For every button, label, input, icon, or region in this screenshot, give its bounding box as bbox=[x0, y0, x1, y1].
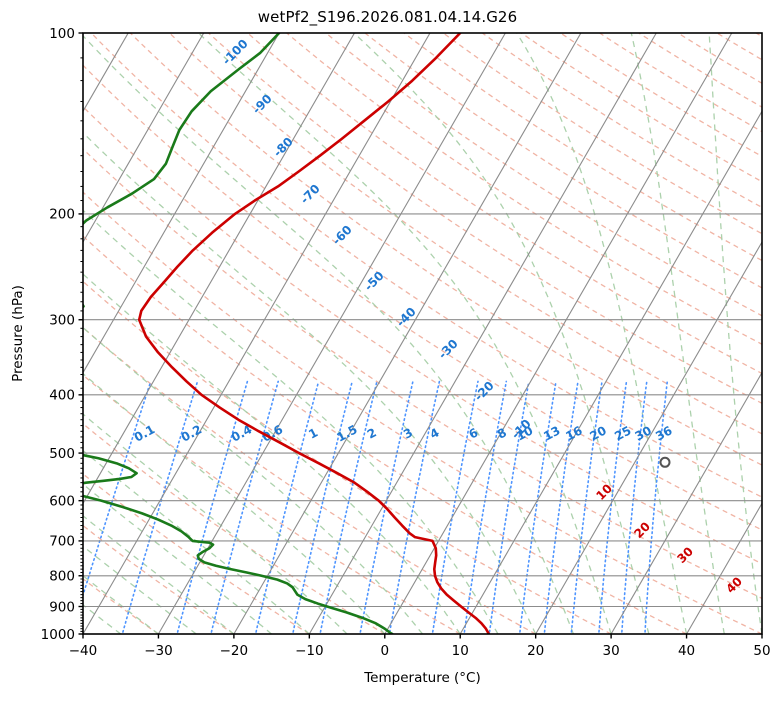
isotherm-lines bbox=[83, 33, 762, 634]
mixing-ratio-label: 1.5 bbox=[334, 422, 359, 444]
mixing-ratio-label: 36 bbox=[653, 423, 674, 443]
x-tick-label: −20 bbox=[220, 643, 249, 659]
pressure-gridlines bbox=[83, 33, 762, 634]
isotherm-label: -50 bbox=[362, 269, 387, 294]
x-tick-label: 10 bbox=[452, 643, 469, 659]
sounding-profiles bbox=[83, 33, 671, 634]
y-tick-label: 300 bbox=[49, 313, 75, 329]
x-tick-label: 50 bbox=[753, 643, 770, 659]
x-tick-label: 30 bbox=[603, 643, 620, 659]
x-axis-label: Temperature (°C) bbox=[363, 670, 481, 686]
parcel-level-marker[interactable] bbox=[659, 456, 671, 468]
axis-ticks: −40 −30 −20 −10 0 10 20 30 40 50 100 200 300 400 500 60… bbox=[41, 26, 771, 659]
x-tick-label: −40 bbox=[69, 643, 98, 659]
mixing-ratio-label: 25 bbox=[612, 423, 633, 443]
x-tick-label: 40 bbox=[678, 643, 695, 659]
axis-frame: Temperature (°C) Pressure (hPa) bbox=[10, 32, 763, 686]
y-tick-label: 400 bbox=[49, 388, 75, 404]
isotherm-label: -90 bbox=[250, 92, 275, 117]
y-tick-label: 100 bbox=[49, 26, 75, 42]
mixing-ratio-label: 1 bbox=[306, 425, 320, 441]
mixing-ratio-label: 2 bbox=[365, 425, 379, 441]
mixing-ratio-label: 3 bbox=[401, 425, 415, 441]
mixing-ratio-label: 10 bbox=[514, 423, 535, 443]
profile-dewpoint bbox=[83, 33, 394, 634]
mixing-ratio-label: 0.2 bbox=[179, 422, 204, 444]
isotherm-label: 40 bbox=[723, 574, 745, 596]
mixing-ratio-labels: 0.1 0.2 0.4 0.6 1 1.5 2 3 4 6 8 10 13 16 20 25 30 36 bbox=[132, 422, 675, 444]
isotherm-label: -80 bbox=[271, 135, 296, 160]
mixing-ratio-label: 13 bbox=[541, 423, 562, 443]
y-tick-label: 600 bbox=[49, 493, 75, 509]
x-tick-label: 20 bbox=[527, 643, 544, 659]
dry-adiabat-lines bbox=[83, 33, 762, 634]
y-tick-label: 800 bbox=[49, 569, 75, 585]
isotherm-label: -40 bbox=[394, 305, 419, 330]
isotherm-label: -20 bbox=[472, 379, 497, 404]
page-title: wetPf2_S196.2026.081.04.14.G26 bbox=[257, 8, 518, 26]
mixing-ratio-label: 16 bbox=[563, 423, 584, 443]
mixing-ratio-lines bbox=[83, 380, 669, 634]
y-tick-label: 900 bbox=[49, 599, 75, 615]
x-tick-label: −10 bbox=[295, 643, 324, 659]
isotherm-label: -30 bbox=[436, 337, 461, 362]
isotherm-label: -60 bbox=[330, 223, 355, 248]
y-tick-label: 500 bbox=[49, 446, 75, 462]
mixing-ratio-label: 4 bbox=[428, 425, 442, 441]
y-axis-label: Pressure (hPa) bbox=[10, 285, 26, 382]
mixing-ratio-label: 30 bbox=[633, 423, 654, 443]
moist-adiabat-lines bbox=[83, 33, 762, 634]
isotherm-label: 30 bbox=[674, 544, 696, 566]
y-tick-label: 200 bbox=[49, 207, 75, 223]
isotherm-label: -70 bbox=[298, 182, 323, 207]
x-tick-label: 0 bbox=[380, 643, 389, 659]
y-tick-label: 700 bbox=[49, 534, 75, 550]
isotherm-label: 20 bbox=[631, 519, 653, 541]
background-grid: -100-90-80-70-60-50-40-30-20-10102030400… bbox=[83, 33, 762, 634]
y-tick-label: 1000 bbox=[41, 627, 75, 643]
profile-temperature bbox=[137, 33, 491, 634]
mixing-ratio-label: 20 bbox=[587, 423, 608, 443]
x-tick-label: −30 bbox=[144, 643, 173, 659]
